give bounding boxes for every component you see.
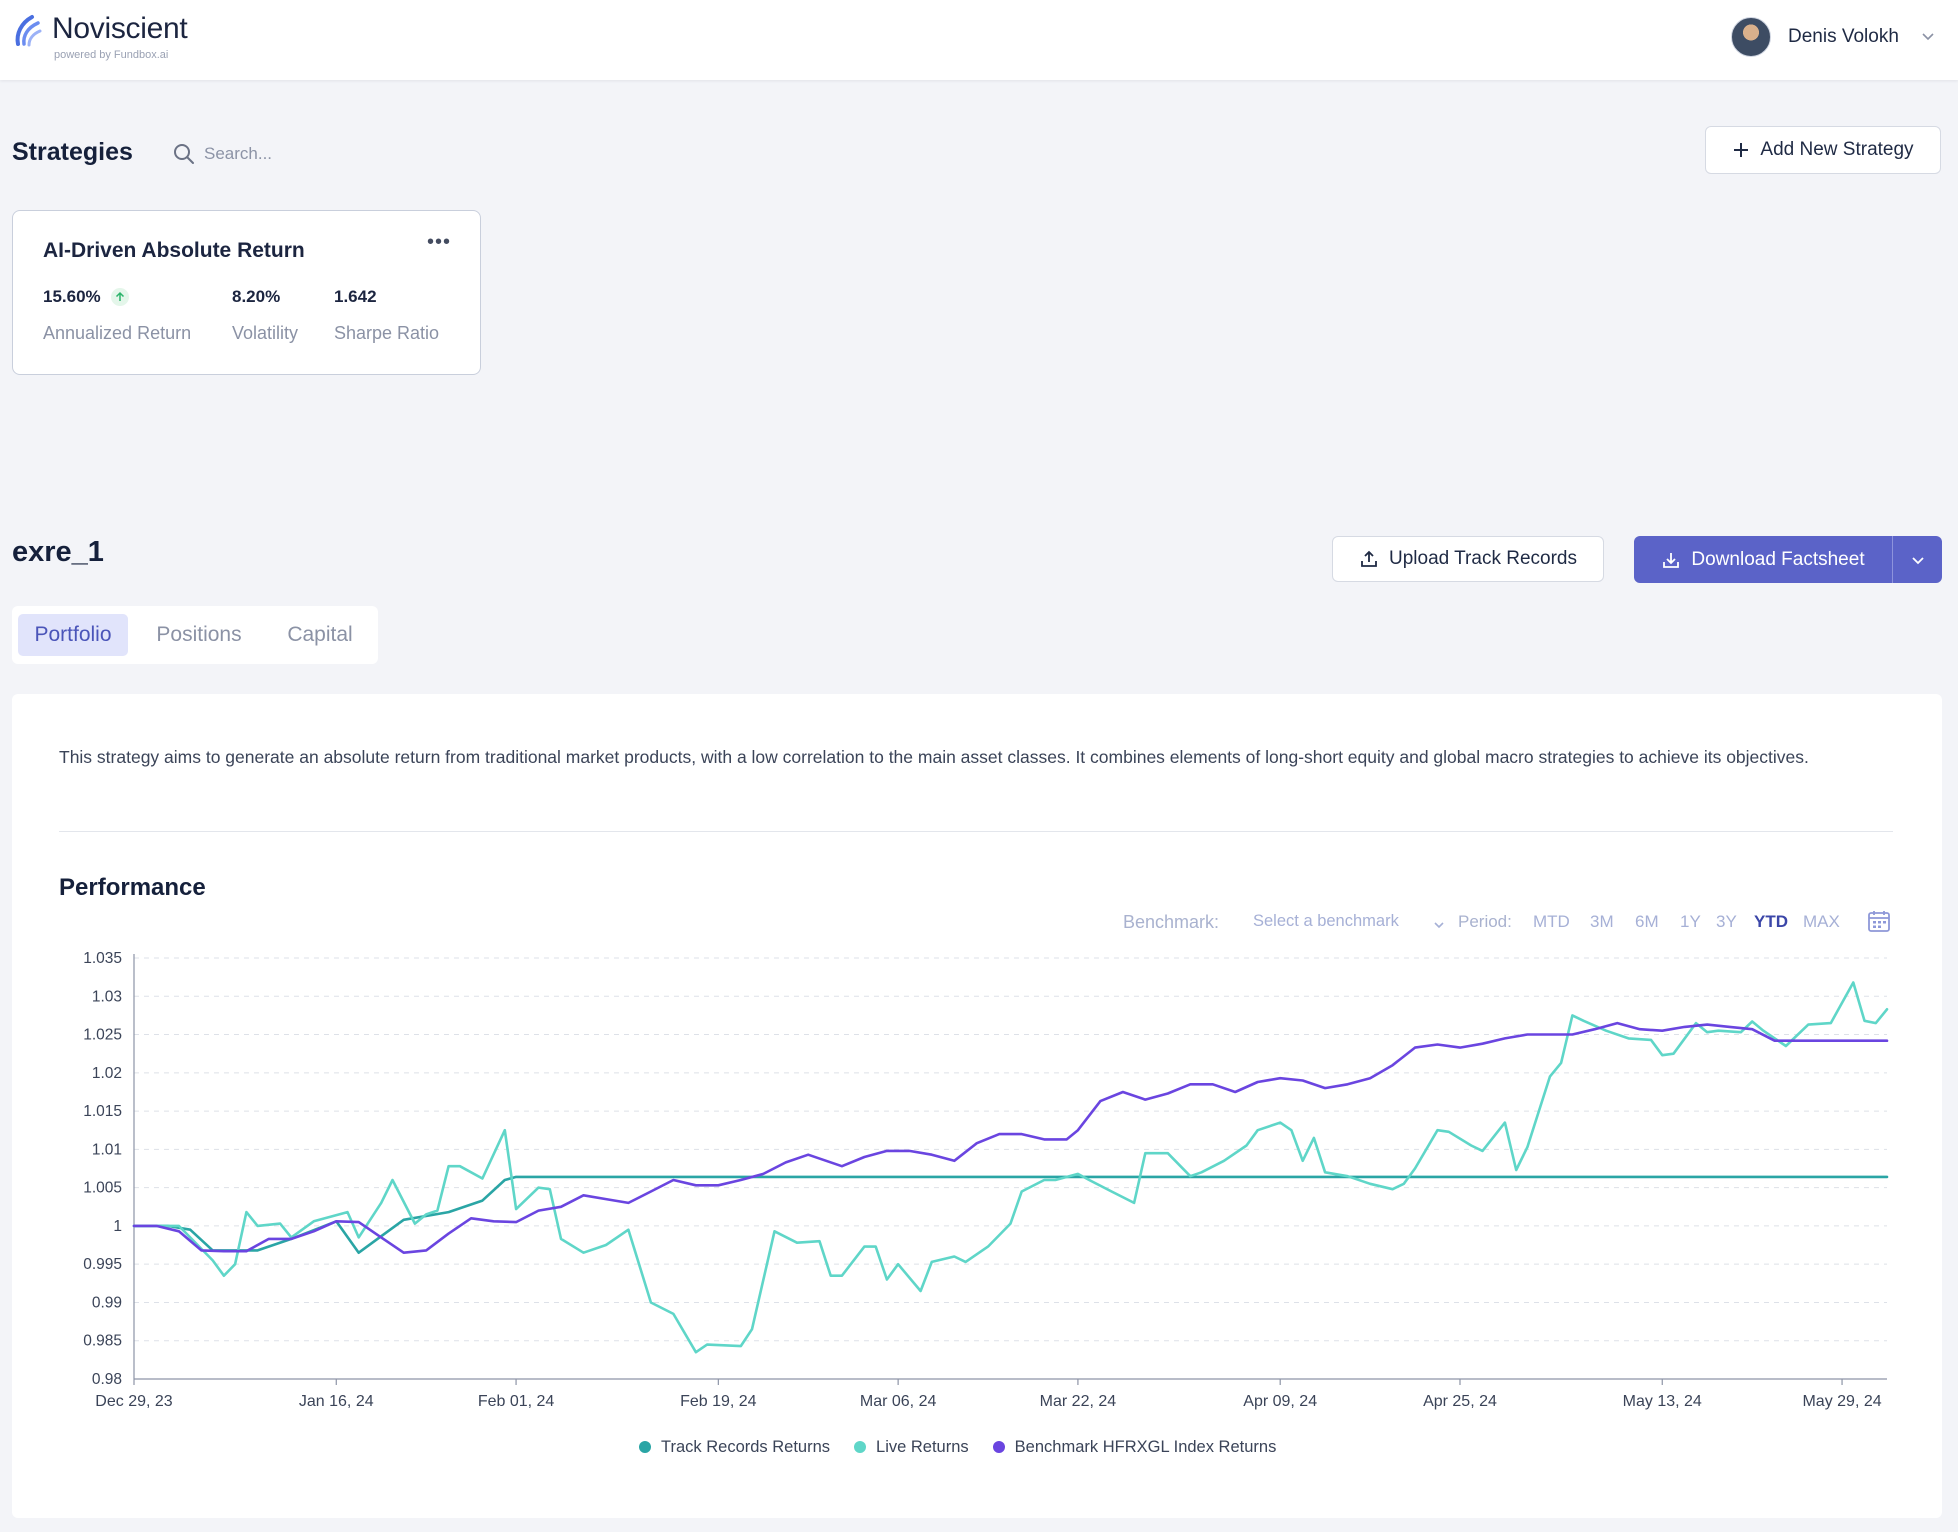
y-tick-label: 0.985 [83,1333,122,1350]
chart-legend: Track Records Returns Live Returns Bench… [639,1434,1300,1460]
sharpe-ratio-label: Sharpe Ratio [334,323,440,343]
legend-label: Track Records Returns [661,1437,831,1456]
legend-item-benchmark[interactable]: Benchmark HFRXGL Index Returns [992,1437,1277,1457]
y-tick-label: 1.025 [83,1027,122,1044]
x-tick-label: May 13, 24 [1623,1393,1702,1410]
annualized-return-label: Annualized Return [43,323,192,343]
legend-dot [639,1441,651,1453]
benchmark-label: Benchmark: [1123,912,1220,932]
strategy-name: exre_1 [12,536,104,568]
period-3m[interactable]: 3M [1590,912,1614,931]
legend-item-track-records[interactable]: Track Records Returns [639,1438,830,1457]
period-mtd[interactable]: MTD [1533,912,1570,931]
series-line-track-records [132,1175,1889,1255]
strategy-description: This strategy aims to generate an absolu… [59,747,1809,767]
strategies-title: Strategies [12,138,133,166]
legend-label: Live Returns [876,1437,969,1456]
upload-icon [1361,550,1377,567]
trend-up-icon [111,288,129,306]
tab-bar: Portfolio Positions Capital [12,606,378,664]
volatility-label: Volatility [232,323,299,343]
legend-dot [854,1441,867,1453]
legend-item-live-returns[interactable]: Live Returns [854,1438,969,1457]
series-line-benchmark [132,1021,1889,1255]
x-tick-label: Mar 22, 24 [1040,1393,1117,1410]
legend-label: Benchmark HFRXGL Index Returns [1014,1437,1277,1456]
divider [59,831,1893,832]
tab-capital[interactable]: Capital [287,623,353,646]
x-tick-label: Dec 29, 23 [95,1393,172,1410]
y-tick-label: 1 [113,1218,122,1235]
calendar-icon[interactable] [1866,908,1892,934]
brand-name[interactable]: Noviscient [52,12,188,45]
download-factsheet-button[interactable]: Download Factsheet [1634,536,1892,583]
portfolio-panel: This strategy aims to generate an absolu… [12,694,1942,1518]
tab-positions[interactable]: Positions [156,623,242,646]
period-1y[interactable]: 1Y [1680,912,1701,931]
x-tick-label: Jan 16, 24 [299,1393,374,1410]
search-input[interactable] [204,138,444,170]
period-3y[interactable]: 3Y [1716,912,1737,931]
series-line-live-returns [132,981,1889,1354]
y-tick-label: 1.005 [83,1180,122,1197]
strategy-card-title: AI-Driven Absolute Return [43,239,305,262]
user-name[interactable]: Denis Volokh [1788,26,1899,47]
strategy-card[interactable]: AI-Driven Absolute Return ••• 15.60% 8.2… [12,210,481,375]
y-tick-label: 0.995 [83,1256,122,1273]
x-tick-label: Apr 25, 24 [1423,1393,1497,1410]
search-icon [174,144,194,164]
tab-portfolio[interactable]: Portfolio [18,614,128,656]
noviscient-logo-icon[interactable] [12,14,42,48]
sharpe-ratio-value: 1.642 [334,287,377,306]
period-ytd[interactable]: YTD [1754,912,1788,931]
y-tick-label: 1.02 [92,1065,122,1082]
chevron-down-icon [1911,556,1924,564]
plus-icon [1734,143,1749,157]
x-tick-label: Feb 19, 24 [680,1393,757,1410]
y-tick-label: 1.03 [92,988,122,1005]
y-tick-label: 1.01 [92,1141,122,1158]
legend-dot [992,1441,1005,1453]
benchmark-select[interactable]: Select a benchmark [1253,910,1451,938]
brand-tagline: powered by Fundbox.ai [54,49,169,61]
download-icon [1663,552,1680,568]
avatar[interactable] [1731,17,1771,57]
performance-chart[interactable]: 0.98 0.985 0.99 0.995 1 1.005 1.01 1.015 1.02 1.0… [12,694,1942,1484]
x-tick-label: Mar 06, 24 [860,1393,937,1410]
top-bar: Noviscient powered by Fundbox.ai Denis V… [0,0,1958,80]
chevron-down-icon[interactable] [1920,28,1936,44]
upload-track-records-label: Upload Track Records [1389,548,1577,569]
x-tick-label: Apr 09, 24 [1243,1393,1317,1410]
chevron-down-icon [1434,922,1444,929]
add-new-strategy-button[interactable]: Add New Strategy [1705,126,1941,174]
x-tick-label: Feb 01, 24 [478,1393,555,1410]
x-tick-label: May 29, 24 [1802,1393,1881,1410]
period-label: Period: [1458,912,1512,931]
more-options-icon[interactable]: ••• [427,231,452,253]
benchmark-select-value: Select a benchmark [1253,912,1399,930]
y-tick-label: 0.99 [92,1294,122,1311]
download-factsheet-group: Download Factsheet [1634,536,1942,583]
download-options-button[interactable] [1892,536,1942,583]
volatility-value: 8.20% [232,287,281,306]
period-6m[interactable]: 6M [1635,912,1659,931]
upload-track-records-button[interactable]: Upload Track Records [1332,536,1604,582]
y-tick-label: 1.015 [83,1103,122,1120]
annualized-return-value: 15.60% [43,287,101,306]
y-tick-label: 0.98 [92,1371,122,1388]
performance-title: Performance [59,874,206,901]
add-new-strategy-label: Add New Strategy [1760,139,1914,160]
y-tick-label: 1.035 [83,950,122,967]
download-factsheet-label: Download Factsheet [1691,548,1865,570]
period-max[interactable]: MAX [1803,912,1840,931]
